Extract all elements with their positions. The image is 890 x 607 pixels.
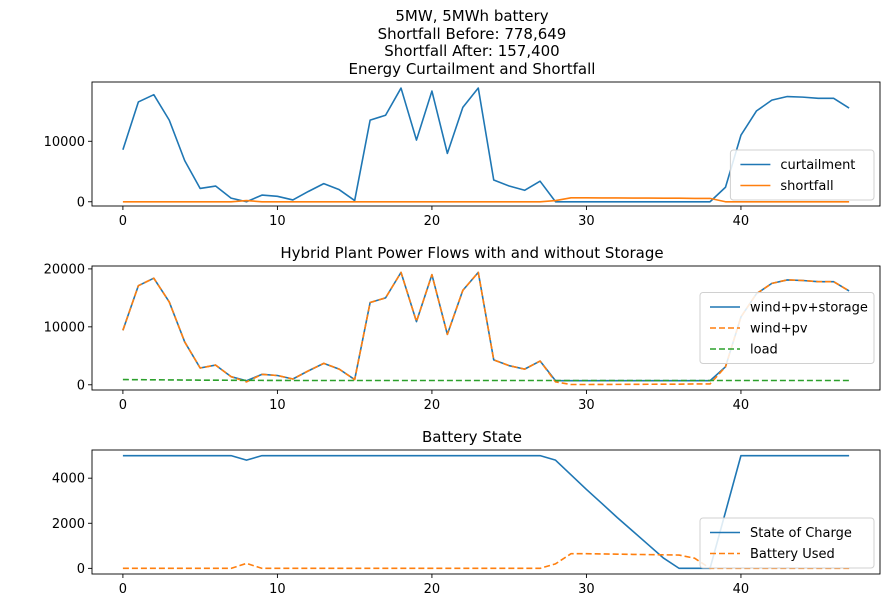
legend-label: wind+pv+storage (750, 301, 868, 316)
y-tick-label: 10000 (44, 320, 85, 335)
y-tick-label: 10000 (44, 135, 85, 150)
chart-2-title: Hybrid Plant Power Flows with and withou… (280, 244, 663, 262)
chart-1: 0 10 20 30 40 0 10000 curtailment shortfall (44, 81, 881, 229)
chart-1-title: Energy Curtailment and Shortfall (349, 60, 596, 78)
legend-box (699, 292, 875, 364)
chart-2-legend: wind+pv+storage wind+pv load (699, 292, 875, 364)
x-tick-label: 20 (424, 398, 441, 413)
chart-3-legend: State of Charge Battery Used (699, 517, 875, 569)
y-tick-label: 20000 (44, 262, 85, 277)
legend-label: curtailment (780, 158, 855, 173)
legend-box (729, 149, 875, 201)
x-tick-label: 40 (733, 398, 750, 413)
x-tick-label: 20 (424, 214, 441, 229)
legend-box (699, 517, 875, 569)
chart-1-axes-frame (91, 81, 881, 207)
y-tick-label: 2000 (52, 517, 85, 532)
series-line-state-of-charge (122, 454, 850, 570)
x-tick-label: 0 (119, 398, 127, 413)
y-tick-label: 0 (77, 195, 85, 210)
legend-label: wind+pv (750, 322, 808, 337)
x-tick-label: 40 (733, 214, 750, 229)
x-tick-label: 0 (119, 582, 127, 597)
chart-3-title: Battery State (422, 428, 522, 446)
chart-1-legend: curtailment shortfall (729, 149, 875, 201)
x-tick-label: 10 (269, 214, 286, 229)
x-tick-label: 0 (119, 214, 127, 229)
figure-title-line-3: Shortfall After: 157,400 (384, 42, 559, 60)
x-tick-label: 10 (269, 582, 286, 597)
chart-2-axes-frame (91, 265, 881, 391)
y-tick-label: 0 (77, 378, 85, 393)
x-tick-label: 30 (578, 398, 595, 413)
chart-2: 0 10 20 30 4001000020000wind+pv+storagewind+… (44, 262, 881, 413)
x-tick-label: 30 (578, 582, 595, 597)
x-tick-label: 40 (733, 582, 750, 597)
chart-1-series-group (122, 87, 850, 203)
series-line-load (122, 378, 850, 382)
y-tick-label: 4000 (52, 472, 85, 487)
legend-label: load (750, 343, 778, 358)
x-tick-label: 10 (269, 398, 286, 413)
y-tick-label: 0 (77, 562, 85, 577)
chart-3: 0 10 20 30 40 0 2000 4000 State of Charge Battery… (52, 449, 881, 597)
legend-label: shortfall (780, 179, 833, 194)
x-tick-label: 30 (578, 214, 595, 229)
x-tick-label: 20 (424, 582, 441, 597)
series-line-shortfall (122, 197, 850, 203)
legend-label: State of Charge (750, 526, 852, 541)
figure-title-line-1: 5MW, 5MWh battery (395, 7, 548, 25)
chart-3-axes-frame (91, 449, 881, 575)
figure-title-line-2: Shortfall Before: 778,649 (378, 25, 567, 43)
legend-label: Battery Used (750, 547, 835, 562)
